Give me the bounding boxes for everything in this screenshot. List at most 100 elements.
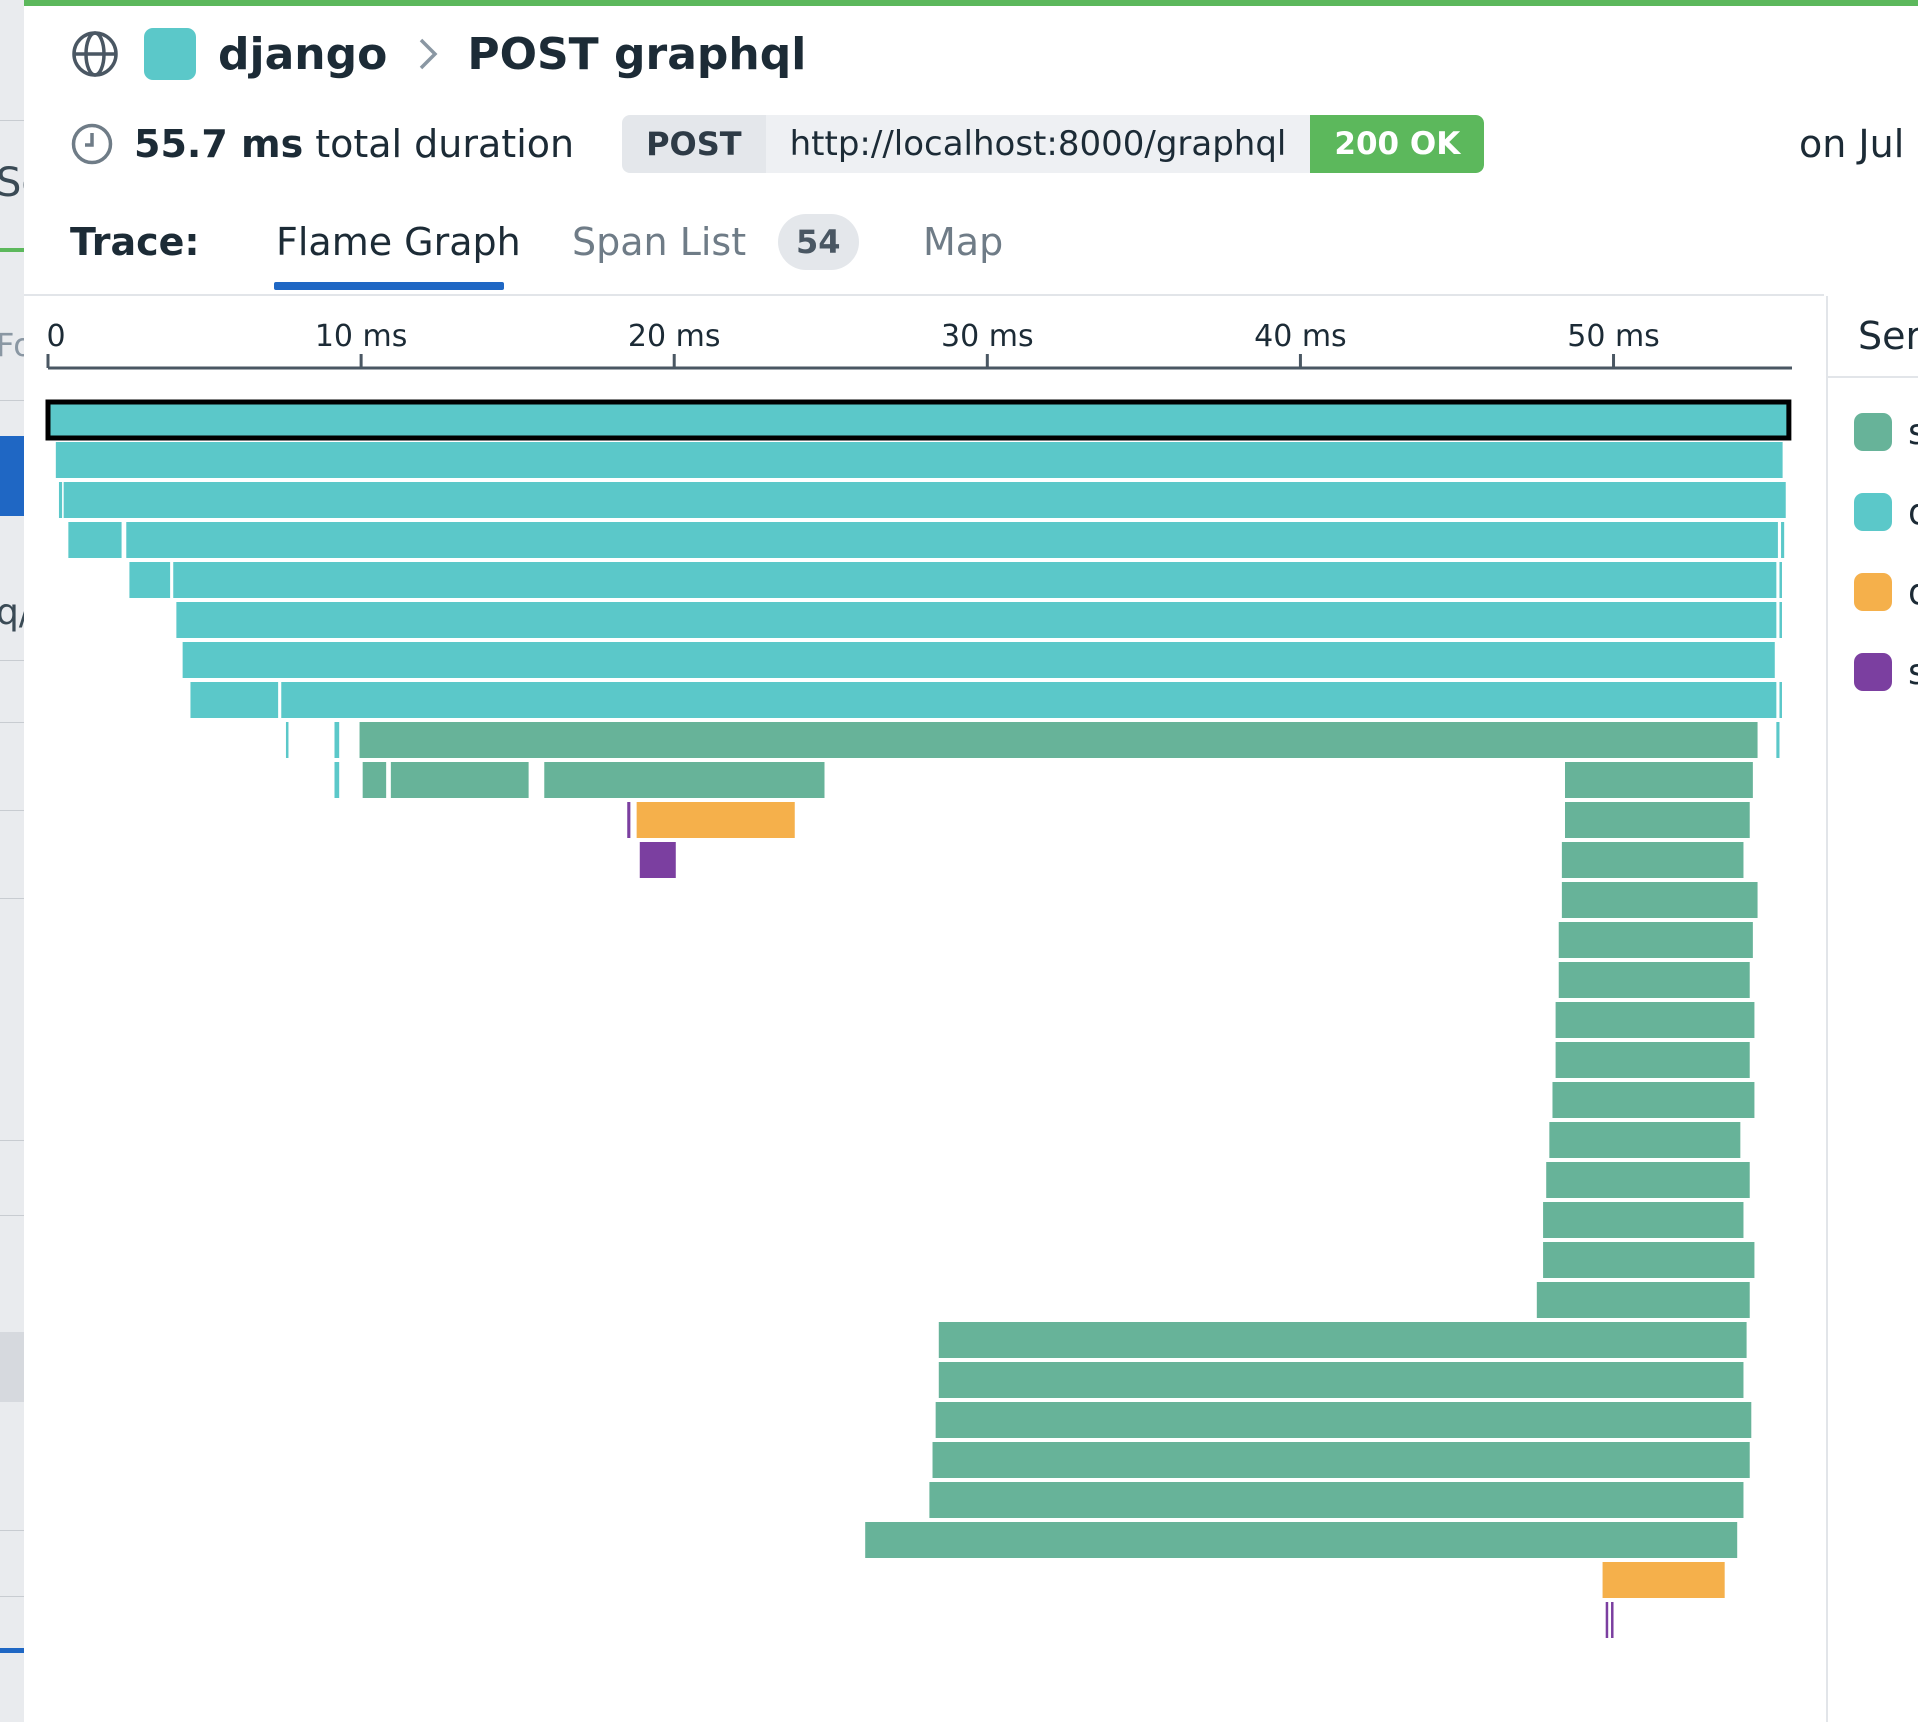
flame-span[interactable]	[126, 522, 1778, 558]
trace-label: Trace:	[70, 220, 200, 264]
legend-swatch	[1854, 653, 1892, 691]
flame-span[interactable]	[182, 642, 1775, 678]
flame-span-selected[interactable]	[45, 399, 1792, 441]
legend-swatch	[1854, 573, 1892, 611]
flame-span[interactable]	[1555, 1002, 1755, 1038]
flame-graph: 0 10 ms 20 ms 30 ms 40 ms 50 ms	[24, 296, 1824, 1722]
background-divider	[0, 400, 24, 401]
tab-span-list[interactable]: Span List	[572, 220, 747, 264]
flame-span[interactable]	[58, 482, 63, 518]
globe-icon	[72, 31, 118, 77]
flame-span[interactable]	[281, 682, 1777, 718]
resource-name[interactable]: POST graphql	[467, 28, 807, 80]
flame-span[interactable]	[1779, 682, 1782, 718]
service-name[interactable]: django	[218, 28, 388, 80]
flame-span[interactable]	[334, 762, 340, 798]
flame-span[interactable]	[935, 1402, 1752, 1438]
services-legend: Services sqlite django defaultdb strawbe…	[1828, 296, 1918, 1722]
axis-tick-label: 30 ms	[941, 319, 1034, 354]
flame-span[interactable]	[362, 762, 387, 798]
flame-span[interactable]	[1549, 1122, 1741, 1158]
background-divider	[0, 722, 24, 723]
tab-map[interactable]: Map	[923, 220, 1004, 264]
flame-spans	[45, 399, 1792, 1638]
flame-span[interactable]	[1779, 562, 1782, 598]
legend-label: strawberry	[1908, 651, 1918, 693]
legend-label: sqlite	[1908, 411, 1918, 453]
chevron-right-icon	[420, 38, 438, 70]
flame-graph-chart: 0 10 ms 20 ms 30 ms 40 ms 50 ms	[45, 319, 1792, 1638]
background-selected-row	[0, 436, 24, 516]
flame-span[interactable]	[1561, 882, 1758, 918]
flame-span[interactable]	[1536, 1282, 1750, 1318]
flame-span[interactable]	[1561, 842, 1744, 878]
background-divider	[0, 120, 24, 121]
flame-span[interactable]	[938, 1322, 1747, 1358]
flame-span[interactable]	[639, 842, 676, 878]
flame-span[interactable]	[627, 802, 631, 838]
flame-span[interactable]	[929, 1482, 1744, 1518]
flame-span[interactable]	[636, 802, 795, 838]
flame-span[interactable]	[1602, 1562, 1725, 1598]
flame-span[interactable]	[334, 722, 340, 758]
flame-span[interactable]	[1543, 1202, 1744, 1238]
flame-span[interactable]	[390, 762, 529, 798]
service-color-swatch	[144, 28, 196, 80]
status-badge: 200 OK	[1310, 115, 1485, 173]
flame-span[interactable]	[190, 682, 279, 718]
background-divider	[0, 898, 24, 899]
flame-span[interactable]	[1779, 602, 1782, 638]
axis-tick-label: 20 ms	[628, 319, 721, 354]
flame-span[interactable]	[173, 562, 1777, 598]
legend-label: django	[1908, 492, 1918, 533]
flame-span[interactable]	[359, 722, 1758, 758]
flame-span[interactable]	[932, 1442, 1750, 1478]
axis-tick-label: 50 ms	[1567, 319, 1660, 354]
flame-span[interactable]	[1611, 1602, 1614, 1638]
flame-span[interactable]	[176, 602, 1777, 638]
flame-span[interactable]	[865, 1522, 1738, 1558]
background-page-strip: Sc Fo q/	[0, 0, 24, 1722]
request-summary: POST http://localhost:8000/graphql 200 O…	[622, 115, 1485, 173]
flame-span[interactable]	[1558, 962, 1750, 998]
flame-span[interactable]	[55, 442, 1783, 478]
flame-span[interactable]	[1776, 722, 1780, 758]
flame-span[interactable]	[1605, 1602, 1609, 1638]
flame-span[interactable]	[1564, 762, 1753, 798]
flame-span[interactable]	[544, 762, 825, 798]
background-divider	[0, 1140, 24, 1141]
axis-tick-label: 10 ms	[315, 319, 408, 354]
axis-tick-label: 40 ms	[1254, 319, 1347, 354]
flame-span[interactable]	[938, 1362, 1744, 1398]
trace-panel: django POST graphql 55.7 ms total durati…	[24, 0, 1918, 1722]
legend-item-defaultdb[interactable]: defaultdb	[1854, 572, 1918, 613]
trace-info-row: 55.7 ms total duration POST http://local…	[70, 114, 1485, 174]
legend-item-sqlite[interactable]: sqlite	[1854, 411, 1918, 453]
background-hover-row	[0, 1332, 24, 1402]
tabs-divider	[24, 294, 1824, 296]
flame-span[interactable]	[68, 522, 122, 558]
legend-item-django[interactable]: django	[1854, 492, 1918, 533]
legend-label: defaultdb	[1908, 572, 1918, 613]
flame-span[interactable]	[285, 722, 289, 758]
flame-span[interactable]	[1781, 522, 1785, 558]
legend-swatch	[1854, 413, 1892, 451]
tab-flame-graph[interactable]: Flame Graph	[276, 220, 521, 264]
flame-span[interactable]	[1543, 1242, 1755, 1278]
flame-span[interactable]	[1555, 1042, 1750, 1078]
flame-span[interactable]	[129, 562, 171, 598]
flame-span[interactable]	[1564, 802, 1750, 838]
flame-span[interactable]	[1558, 922, 1753, 958]
http-method-badge: POST	[622, 115, 766, 173]
background-divider	[0, 810, 24, 811]
flame-span[interactable]	[1546, 1162, 1750, 1198]
legend-item-strawberry[interactable]: strawberry	[1854, 651, 1918, 693]
background-blue-marker	[0, 1648, 24, 1653]
background-divider	[0, 1215, 24, 1216]
flame-span[interactable]	[63, 482, 1786, 518]
axis-tick-label: 0	[46, 319, 65, 354]
trace-date: on Jul 0	[1799, 122, 1918, 166]
background-text-fragment: q/	[0, 592, 24, 633]
flame-span[interactable]	[1552, 1082, 1755, 1118]
request-url[interactable]: http://localhost:8000/graphql	[765, 115, 1311, 173]
